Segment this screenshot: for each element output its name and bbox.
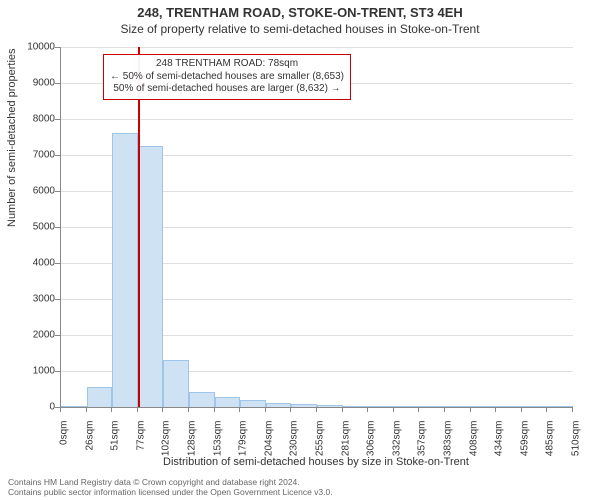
- x-tick-mark: [265, 407, 266, 412]
- histogram-bar: [522, 406, 548, 407]
- annotation-line-1: 248 TRENTHAM ROAD: 78sqm: [110, 58, 344, 71]
- chart-title: 248, TRENTHAM ROAD, STOKE-ON-TRENT, ST3 …: [0, 5, 600, 20]
- y-tick-label: 5000: [0, 222, 55, 233]
- y-tick-label: 9000: [0, 78, 55, 89]
- x-tick-mark: [495, 407, 496, 412]
- histogram-bar: [112, 133, 138, 407]
- histogram-bar: [317, 405, 343, 407]
- histogram-bar: [87, 387, 113, 407]
- y-tick-mark: [55, 335, 60, 336]
- y-tick-mark: [55, 299, 60, 300]
- x-tick-mark: [444, 407, 445, 412]
- x-tick-mark: [60, 407, 61, 412]
- y-tick-label: 1000: [0, 366, 55, 377]
- x-tick-mark: [188, 407, 189, 412]
- histogram-bar: [419, 406, 445, 407]
- x-tick-mark: [290, 407, 291, 412]
- x-tick-mark: [546, 407, 547, 412]
- x-tick-mark: [86, 407, 87, 412]
- attribution-line-2: Contains public sector information licen…: [8, 488, 333, 498]
- y-tick-label: 10000: [0, 42, 55, 53]
- y-tick-label: 0: [0, 402, 55, 413]
- x-tick-mark: [418, 407, 419, 412]
- x-tick-mark: [393, 407, 394, 412]
- subject-property-marker: [138, 47, 140, 407]
- y-tick-mark: [55, 155, 60, 156]
- x-tick-mark: [521, 407, 522, 412]
- histogram-bar: [471, 406, 497, 407]
- histogram-bar: [394, 406, 420, 407]
- histogram-bar: [215, 397, 241, 407]
- histogram-bar: [496, 406, 522, 407]
- plot-area: [60, 47, 573, 408]
- histogram-bar: [266, 403, 292, 407]
- annotation-line-2: ← 50% of semi-detached houses are smalle…: [110, 71, 344, 84]
- y-tick-mark: [55, 119, 60, 120]
- histogram-bar: [61, 406, 87, 407]
- x-tick-mark: [137, 407, 138, 412]
- histogram-bar: [547, 406, 573, 407]
- x-tick-mark: [162, 407, 163, 412]
- y-tick-mark: [55, 83, 60, 84]
- x-tick-label: 510sqm: [571, 421, 582, 471]
- x-axis-label: Distribution of semi-detached houses by …: [60, 456, 572, 468]
- x-tick-mark: [470, 407, 471, 412]
- histogram-bar: [240, 400, 266, 407]
- histogram-bar: [189, 392, 215, 407]
- histogram-bar: [368, 406, 394, 407]
- x-tick-mark: [111, 407, 112, 412]
- y-tick-mark: [55, 371, 60, 372]
- x-tick-mark: [367, 407, 368, 412]
- x-tick-mark: [572, 407, 573, 412]
- y-tick-mark: [55, 47, 60, 48]
- x-tick-mark: [342, 407, 343, 412]
- y-tick-label: 2000: [0, 330, 55, 341]
- histogram-bar: [138, 146, 164, 407]
- y-tick-mark: [55, 191, 60, 192]
- y-tick-label: 7000: [0, 150, 55, 161]
- y-axis-label: Number of semi-detached properties: [6, 48, 18, 227]
- y-tick-label: 4000: [0, 258, 55, 269]
- y-tick-mark: [55, 227, 60, 228]
- y-tick-mark: [55, 263, 60, 264]
- x-tick-mark: [316, 407, 317, 412]
- x-tick-mark: [239, 407, 240, 412]
- annotation-line-3: 50% of semi-detached houses are larger (…: [110, 83, 344, 96]
- x-tick-mark: [214, 407, 215, 412]
- histogram-bar: [163, 360, 189, 407]
- annotation-box: 248 TRENTHAM ROAD: 78sqm ← 50% of semi-d…: [103, 54, 351, 100]
- histogram-bar: [291, 404, 317, 407]
- attribution: Contains HM Land Registry data © Crown c…: [8, 478, 333, 498]
- chart-container: 248, TRENTHAM ROAD, STOKE-ON-TRENT, ST3 …: [0, 0, 600, 500]
- histogram-bar: [343, 406, 369, 407]
- chart-subtitle: Size of property relative to semi-detach…: [0, 22, 600, 36]
- y-tick-label: 6000: [0, 186, 55, 197]
- y-tick-label: 3000: [0, 294, 55, 305]
- y-tick-label: 8000: [0, 114, 55, 125]
- histogram-bar: [445, 406, 471, 407]
